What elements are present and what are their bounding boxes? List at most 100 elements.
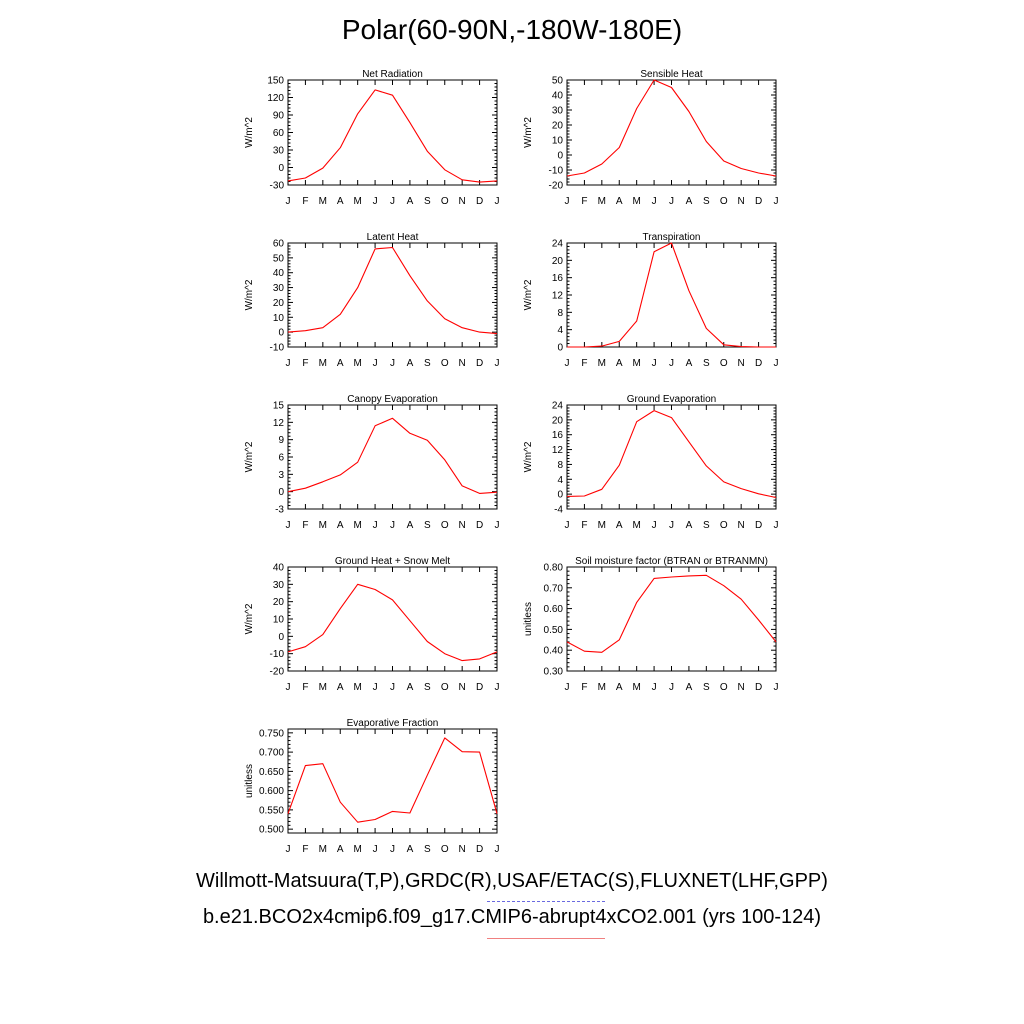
x-tick-label: M: [598, 682, 606, 693]
x-tick-label: M: [632, 682, 640, 693]
x-tick-label: N: [738, 520, 745, 531]
x-tick-label: M: [353, 358, 361, 369]
y-tick-label: -3: [275, 505, 284, 516]
y-tick-label: 0: [557, 343, 563, 354]
x-tick-label: S: [424, 682, 431, 693]
x-tick-label: J: [495, 520, 500, 531]
series-line: [287, 583, 498, 662]
y-axis-label: unitless: [523, 602, 534, 636]
x-tick-label: S: [703, 520, 710, 531]
x-tick-label: J: [669, 196, 674, 207]
x-tick-label: F: [581, 358, 587, 369]
x-tick-label: M: [353, 844, 361, 855]
y-tick-label: 50: [552, 76, 564, 87]
x-tick-label: F: [302, 196, 308, 207]
x-tick-label: J: [373, 844, 378, 855]
y-tick-label: 0.650: [259, 767, 284, 778]
x-tick-label: M: [319, 520, 327, 531]
x-tick-label: J: [390, 682, 395, 693]
x-tick-label: J: [286, 196, 291, 207]
x-tick-label: O: [441, 520, 449, 531]
x-tick-label: F: [581, 196, 587, 207]
y-tick-label: 40: [273, 563, 285, 574]
x-tick-label: S: [424, 844, 431, 855]
x-tick-label: A: [337, 844, 344, 855]
y-tick-label: 20: [273, 597, 285, 608]
series-line: [567, 242, 776, 348]
x-tick-label: J: [390, 196, 395, 207]
x-tick-label: J: [286, 682, 291, 693]
chart-soil-moisture-factor: Soil moisture factor (BTRAN or BTRANMN) u…: [523, 556, 779, 693]
y-tick-label: 40: [552, 91, 564, 102]
y-tick-label: 20: [552, 256, 564, 267]
x-tick-label: M: [353, 196, 361, 207]
y-tick-label: 12: [552, 445, 564, 456]
series-line: [287, 246, 498, 335]
y-tick-label: 24: [552, 401, 564, 412]
chart-frame: [566, 404, 777, 510]
chart-title: Sensible Heat: [640, 69, 702, 80]
x-tick-label: D: [755, 682, 762, 693]
page-title: Polar(60-90N,-180W-180E): [341, 14, 683, 45]
x-tick-label: A: [616, 682, 623, 693]
x-tick-label: A: [337, 682, 344, 693]
x-tick-label: M: [353, 520, 361, 531]
x-tick-label: A: [407, 682, 414, 693]
chart-title: Net Radiation: [362, 69, 423, 80]
series-line: [566, 79, 777, 177]
x-tick-label: N: [738, 196, 745, 207]
y-axis-label: W/m^2: [523, 279, 534, 310]
series-line: [287, 417, 498, 494]
chart-frame: [566, 566, 777, 672]
x-tick-label: J: [390, 358, 395, 369]
y-tick-label: -10: [270, 343, 285, 354]
x-tick-label: O: [441, 358, 449, 369]
series-line: [566, 574, 777, 653]
x-tick-label: J: [565, 196, 570, 207]
y-tick-label: 0: [278, 163, 284, 174]
x-tick-label: D: [476, 196, 483, 207]
x-tick-label: M: [598, 520, 606, 531]
y-tick-label: 150: [267, 76, 284, 87]
x-tick-label: O: [720, 682, 728, 693]
y-tick-label: 0: [557, 151, 563, 162]
y-tick-label: 16: [552, 430, 564, 441]
y-tick-label: 4: [557, 325, 563, 336]
y-tick-label: 0.80: [544, 563, 564, 574]
x-tick-label: M: [598, 358, 606, 369]
chart-frame: [287, 242, 498, 348]
x-tick-label: J: [774, 358, 779, 369]
x-tick-label: A: [616, 520, 623, 531]
legend-observations: Willmott-Matsuura(T,P),GRDC(R),USAF/ETAC…: [196, 870, 828, 892]
x-tick-label: J: [390, 520, 395, 531]
y-axis-label: W/m^2: [523, 441, 534, 472]
x-tick-label: S: [703, 196, 710, 207]
x-tick-label: M: [353, 682, 361, 693]
x-tick-label: J: [390, 844, 395, 855]
x-tick-label: M: [632, 358, 640, 369]
y-axis-label: W/m^2: [244, 279, 255, 310]
y-tick-label: -20: [549, 181, 564, 192]
chart-ground-heat-snow-melt: Ground Heat + Snow Melt W/m^2 -20 -10 0 10 20 3…: [244, 556, 500, 693]
y-tick-label: 30: [273, 580, 285, 591]
chart-evaporative-fraction: Evaporative Fraction unitless 0.500 0.550 0.…: [244, 718, 500, 855]
y-tick-label: 0: [557, 490, 563, 501]
y-tick-label: 10: [273, 615, 285, 626]
chart-frame: [287, 566, 498, 672]
x-tick-label: A: [337, 358, 344, 369]
y-tick-label: 9: [278, 435, 284, 446]
x-tick-label: A: [337, 520, 344, 531]
x-tick-label: N: [459, 682, 466, 693]
y-tick-label: 0.70: [544, 583, 564, 594]
x-tick-label: J: [652, 196, 657, 207]
x-tick-label: S: [703, 358, 710, 369]
chart-frame: [566, 242, 777, 348]
x-tick-label: J: [373, 682, 378, 693]
x-tick-label: N: [459, 358, 466, 369]
x-tick-label: D: [755, 358, 762, 369]
y-tick-label: 20: [273, 298, 285, 309]
